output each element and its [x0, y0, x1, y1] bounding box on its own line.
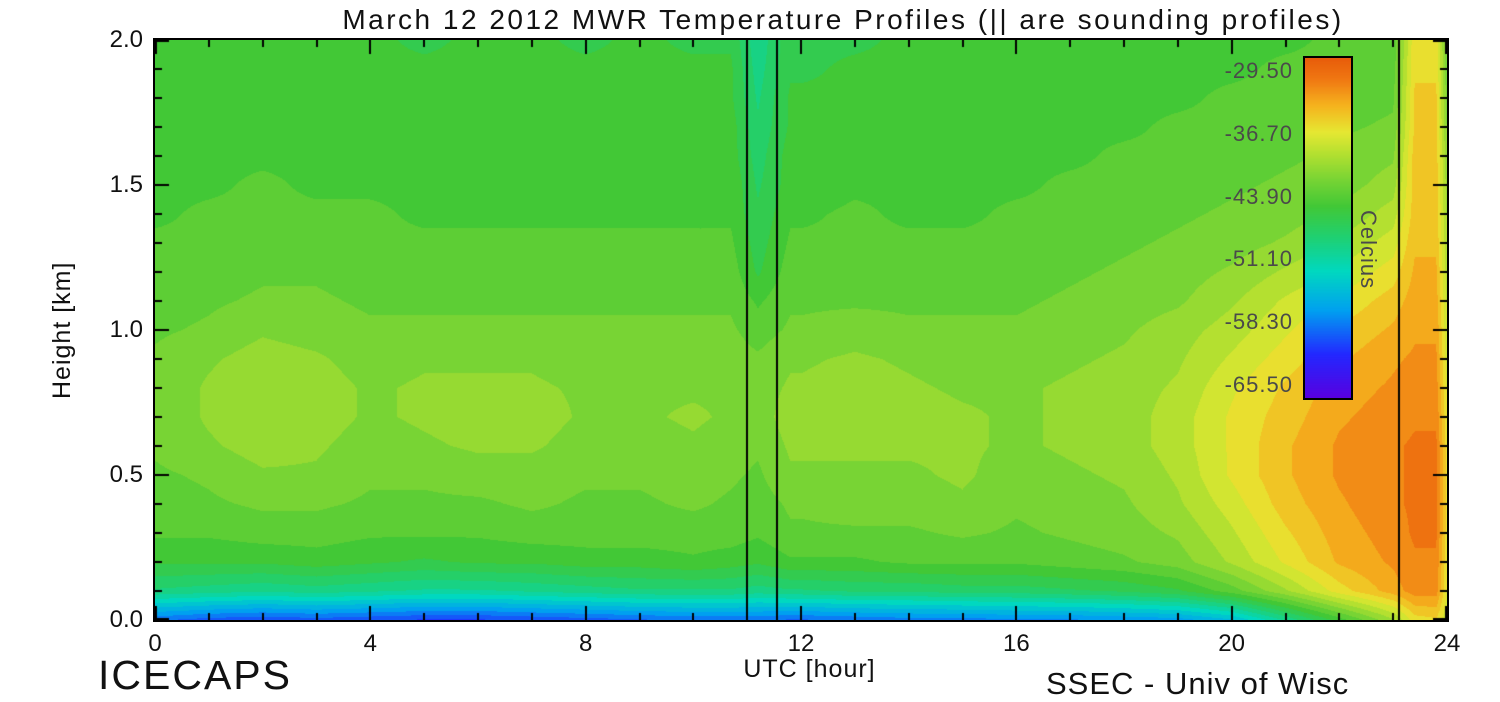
- icecaps-text: ICECAPS: [98, 652, 292, 698]
- x-tick-label: 16: [1002, 630, 1030, 657]
- y-tick-label: 0.0: [109, 606, 143, 633]
- x-tick-label: 12: [787, 630, 815, 657]
- y-tick-label: 1.5: [109, 171, 143, 198]
- chart-title: March 12 2012 MWR Temperature Profiles (…: [342, 4, 1344, 35]
- colorbar-tick-label: -65.50: [1224, 371, 1293, 397]
- y-tick-label: 2.0: [109, 26, 143, 53]
- y-tick-label: 0.5: [109, 461, 143, 488]
- colorbar-tick-label: -29.50: [1224, 58, 1293, 84]
- colorbar-label: Celcius: [1356, 210, 1381, 290]
- colorbar-canvas: [1305, 58, 1351, 398]
- x-tick-label: 0: [148, 630, 162, 657]
- x-tick-label: 20: [1218, 630, 1245, 657]
- colorbar-tick-label: -36.70: [1224, 120, 1293, 146]
- colorbar-tick-label: -51.10: [1224, 246, 1293, 272]
- heatmap-canvas: [155, 40, 1447, 620]
- credit-text: SSEC - Univ of Wisc: [1046, 666, 1350, 701]
- y-axis-label: Height [km]: [48, 261, 76, 399]
- y-tick-label: 1.0: [109, 316, 143, 343]
- x-tick-label: 4: [363, 630, 377, 657]
- x-axis-label: UTC [hour]: [743, 655, 876, 683]
- colorbar-tick-label: -58.30: [1224, 309, 1293, 335]
- colorbar: [1303, 56, 1353, 400]
- x-tick-label: 8: [578, 630, 593, 657]
- colorbar-tick-label: -43.90: [1224, 183, 1293, 209]
- x-tick-label: 24: [1433, 630, 1461, 657]
- plot-area: Celcius -29.50 -36.70 -43.90 -51.10 -58.30 -6…: [153, 38, 1449, 622]
